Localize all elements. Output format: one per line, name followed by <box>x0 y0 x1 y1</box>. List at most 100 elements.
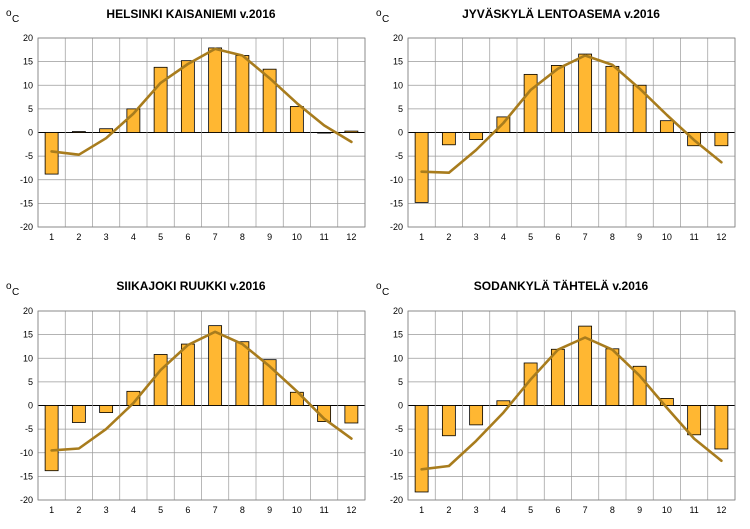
x-tick-label: 1 <box>419 232 424 242</box>
x-tick-label: 3 <box>104 505 109 515</box>
y-tick-label: -5 <box>25 151 33 161</box>
x-tick-label: 1 <box>419 505 424 515</box>
x-tick-label: 10 <box>292 232 302 242</box>
y-tick-label: 5 <box>28 104 33 114</box>
bar-month-6 <box>180 343 195 406</box>
bar-month-1 <box>414 132 429 203</box>
x-tick-label: 5 <box>158 232 163 242</box>
x-tick-label: 6 <box>185 232 190 242</box>
bar-month-12 <box>344 405 359 424</box>
chart-panel-2: JYVÄSKYLÄ LENTOASEMA v.2016 oC -20 -15 -10 -5… <box>376 6 736 242</box>
y-tick-label: -10 <box>390 175 403 185</box>
y-tick-label: -15 <box>390 471 403 481</box>
bar-month-8 <box>235 55 250 133</box>
bar-month-7 <box>208 325 223 406</box>
bar-month-6 <box>180 60 195 133</box>
bar-month-7 <box>578 53 593 133</box>
bar-month-8 <box>605 348 620 406</box>
x-tick-label: 5 <box>528 232 533 242</box>
y-tick-label: -5 <box>25 424 33 434</box>
y-tick-label: -10 <box>390 448 403 458</box>
y-tick-label: -20 <box>20 222 33 232</box>
x-tick-label: 9 <box>637 232 642 242</box>
bar-month-3 <box>99 405 114 413</box>
y-axis-label: C <box>382 287 389 298</box>
y-tick-label: 15 <box>393 57 403 67</box>
bar-month-5 <box>523 73 538 133</box>
y-tick-label: 15 <box>393 330 403 340</box>
y-tick-label: -20 <box>390 222 403 232</box>
x-tick-label: 2 <box>446 232 451 242</box>
y-tick-label: 0 <box>398 128 403 138</box>
x-tick-label: 7 <box>213 505 218 515</box>
plot-frame <box>407 310 736 501</box>
bar-month-1 <box>414 405 429 493</box>
x-tick-label: 2 <box>76 505 81 515</box>
x-tick-label: 8 <box>610 505 615 515</box>
x-tick-label: 10 <box>662 232 672 242</box>
y-axis-label: C <box>12 287 19 298</box>
y-tick-label: 0 <box>28 128 33 138</box>
y-unit-degree: o <box>6 8 12 19</box>
x-tick-label: 3 <box>104 232 109 242</box>
y-tick-label: 5 <box>398 377 403 387</box>
x-tick-label: 5 <box>158 505 163 515</box>
plot-frame <box>37 310 366 501</box>
y-unit-degree: o <box>376 281 382 292</box>
y-tick-label: 0 <box>28 401 33 411</box>
y-tick-label: 5 <box>28 377 33 387</box>
bar-month-3 <box>469 405 484 426</box>
mean-temperature-line <box>50 47 353 156</box>
bar-month-6 <box>550 348 565 406</box>
x-tick-label: 2 <box>76 232 81 242</box>
y-tick-label: 10 <box>23 353 33 363</box>
bar-month-9 <box>262 68 277 133</box>
y-tick-label: 10 <box>393 353 403 363</box>
bar-month-8 <box>605 65 620 133</box>
bar-month-9 <box>632 365 647 406</box>
y-tick-label: 10 <box>23 80 33 90</box>
bar-month-5 <box>153 66 168 133</box>
bar-month-7 <box>208 47 223 133</box>
y-tick-label: -15 <box>20 198 33 208</box>
x-tick-label: 2 <box>446 505 451 515</box>
x-tick-label: 6 <box>555 505 560 515</box>
bar-month-9 <box>632 84 647 133</box>
y-tick-label: -15 <box>390 198 403 208</box>
x-tick-label: 9 <box>267 505 272 515</box>
bar-month-3 <box>469 132 484 140</box>
bar-month-2 <box>71 131 86 133</box>
mean-temperature-line <box>50 330 353 452</box>
x-tick-label: 11 <box>689 232 698 242</box>
x-tick-label: 4 <box>501 505 506 515</box>
y-tick-label: -20 <box>20 495 33 505</box>
chart-title: JYVÄSKYLÄ LENTOASEMA v.2016 <box>462 6 660 21</box>
x-tick-label: 11 <box>319 232 328 242</box>
chart-panel-1: HELSINKI KAISANIEMI v.2016 oC -20 -15 -10 -5 0… <box>6 7 366 242</box>
y-tick-label: -10 <box>20 448 33 458</box>
chart-title: SODANKYLÄ TÄHTELÄ v.2016 <box>474 278 649 293</box>
x-tick-label: 7 <box>583 232 588 242</box>
x-tick-label: 10 <box>292 505 302 515</box>
x-tick-label: 7 <box>213 232 218 242</box>
y-tick-label: 20 <box>23 33 33 43</box>
plot-frame <box>407 37 736 228</box>
bar-month-6 <box>550 65 565 133</box>
y-tick-label: -10 <box>20 175 33 185</box>
x-tick-label: 12 <box>346 232 356 242</box>
x-tick-label: 4 <box>131 232 136 242</box>
x-tick-label: 11 <box>689 505 698 515</box>
bar-month-5 <box>153 354 168 406</box>
x-tick-label: 8 <box>610 232 615 242</box>
x-tick-label: 12 <box>716 505 726 515</box>
x-tick-label: 8 <box>240 505 245 515</box>
bar-month-10 <box>659 120 674 133</box>
x-tick-label: 3 <box>474 505 479 515</box>
bar-month-2 <box>441 405 456 437</box>
y-tick-label: 10 <box>393 80 403 90</box>
plot-frame <box>37 37 366 228</box>
x-tick-label: 4 <box>131 505 136 515</box>
bar-month-8 <box>235 341 250 406</box>
